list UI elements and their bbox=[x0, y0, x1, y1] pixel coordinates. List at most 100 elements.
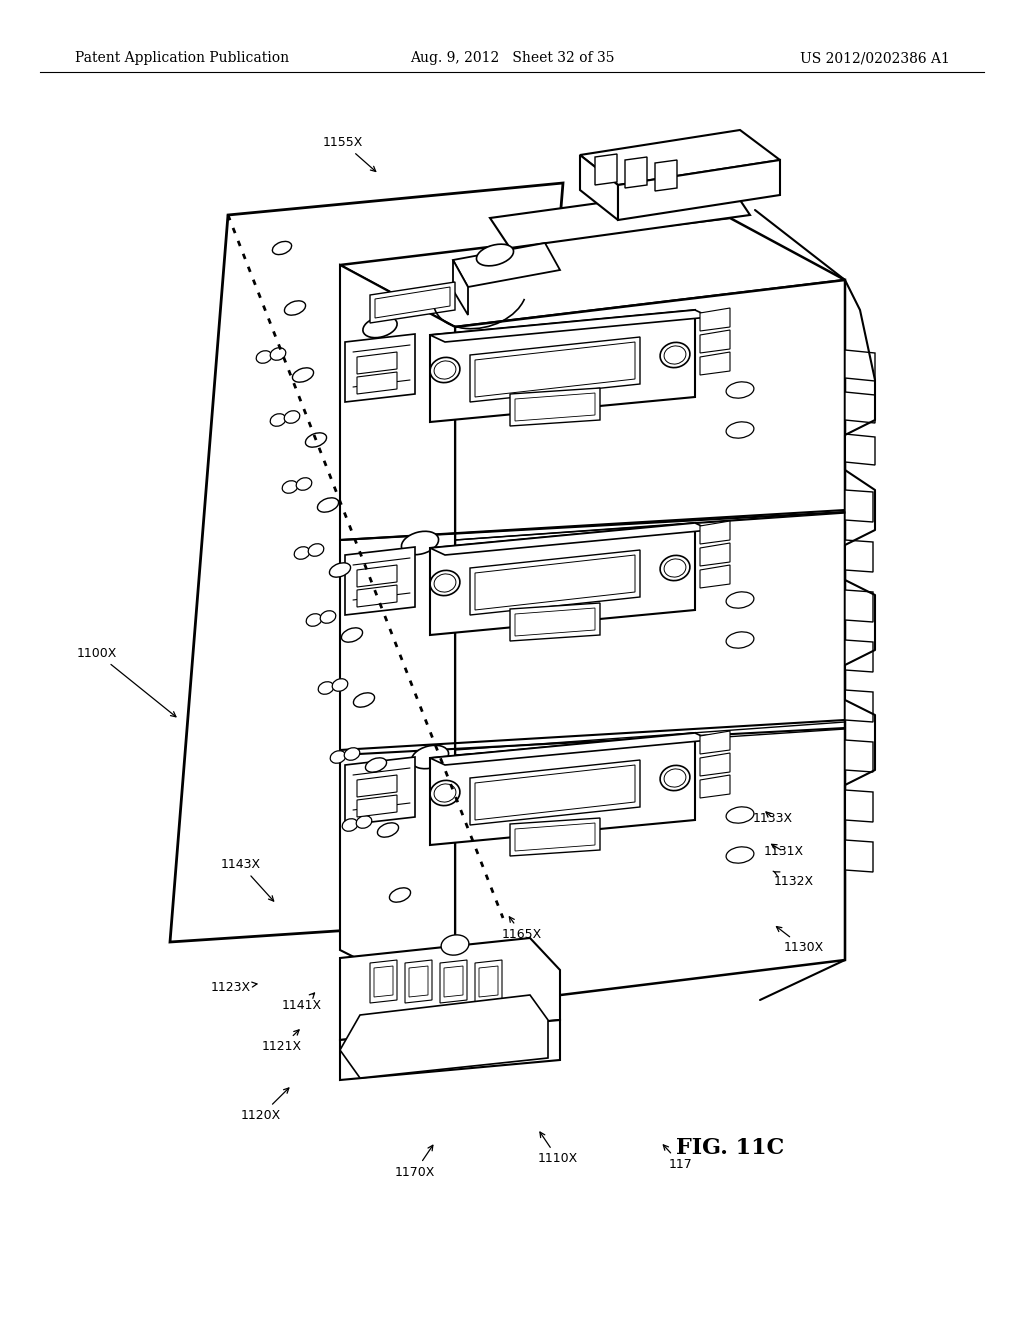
Polygon shape bbox=[453, 260, 468, 315]
Ellipse shape bbox=[285, 301, 305, 315]
Ellipse shape bbox=[318, 681, 334, 694]
Ellipse shape bbox=[332, 678, 348, 692]
Polygon shape bbox=[845, 350, 874, 381]
Polygon shape bbox=[475, 342, 635, 397]
Ellipse shape bbox=[726, 847, 754, 863]
Ellipse shape bbox=[305, 433, 327, 447]
Polygon shape bbox=[470, 337, 640, 403]
Polygon shape bbox=[700, 775, 730, 799]
Text: 1130X: 1130X bbox=[776, 927, 824, 954]
Ellipse shape bbox=[665, 558, 686, 577]
Ellipse shape bbox=[321, 611, 336, 623]
Ellipse shape bbox=[434, 574, 456, 593]
Ellipse shape bbox=[317, 498, 339, 512]
Polygon shape bbox=[340, 265, 455, 1008]
Ellipse shape bbox=[283, 480, 298, 494]
Text: 1143X: 1143X bbox=[220, 858, 273, 902]
Ellipse shape bbox=[441, 935, 469, 956]
Polygon shape bbox=[845, 789, 873, 822]
Polygon shape bbox=[490, 185, 750, 248]
Polygon shape bbox=[700, 330, 730, 352]
Ellipse shape bbox=[356, 816, 372, 828]
Polygon shape bbox=[700, 352, 730, 375]
Polygon shape bbox=[845, 690, 873, 722]
Ellipse shape bbox=[362, 317, 397, 338]
Polygon shape bbox=[340, 1020, 560, 1080]
Text: US 2012/0202386 A1: US 2012/0202386 A1 bbox=[800, 51, 950, 65]
Ellipse shape bbox=[726, 381, 754, 399]
Polygon shape bbox=[430, 733, 710, 766]
Polygon shape bbox=[430, 310, 695, 422]
Ellipse shape bbox=[330, 751, 346, 763]
Polygon shape bbox=[357, 372, 397, 393]
Ellipse shape bbox=[412, 746, 449, 768]
Ellipse shape bbox=[294, 546, 310, 560]
Polygon shape bbox=[430, 310, 710, 342]
Ellipse shape bbox=[366, 758, 387, 772]
Polygon shape bbox=[475, 766, 635, 820]
Ellipse shape bbox=[256, 351, 271, 363]
Polygon shape bbox=[845, 840, 873, 873]
Ellipse shape bbox=[430, 358, 460, 383]
Text: 1165X: 1165X bbox=[502, 917, 543, 941]
Polygon shape bbox=[700, 752, 730, 776]
Polygon shape bbox=[475, 554, 635, 610]
Ellipse shape bbox=[285, 411, 300, 424]
Ellipse shape bbox=[434, 784, 456, 803]
Text: 1100X: 1100X bbox=[77, 647, 176, 717]
Polygon shape bbox=[357, 775, 397, 797]
Ellipse shape bbox=[660, 342, 690, 367]
Ellipse shape bbox=[726, 422, 754, 438]
Polygon shape bbox=[455, 280, 845, 1008]
Text: 1110X: 1110X bbox=[538, 1133, 579, 1166]
Polygon shape bbox=[345, 546, 415, 615]
Polygon shape bbox=[430, 733, 695, 845]
Polygon shape bbox=[700, 521, 730, 544]
Text: Aug. 9, 2012   Sheet 32 of 35: Aug. 9, 2012 Sheet 32 of 35 bbox=[410, 51, 614, 65]
Polygon shape bbox=[170, 183, 563, 942]
Polygon shape bbox=[510, 818, 600, 855]
Ellipse shape bbox=[660, 556, 690, 581]
Polygon shape bbox=[515, 393, 595, 421]
Polygon shape bbox=[515, 822, 595, 851]
Polygon shape bbox=[370, 960, 397, 1003]
Ellipse shape bbox=[430, 780, 460, 805]
Polygon shape bbox=[845, 741, 873, 772]
Polygon shape bbox=[430, 523, 710, 554]
Text: 1133X: 1133X bbox=[753, 812, 794, 825]
Polygon shape bbox=[700, 543, 730, 566]
Polygon shape bbox=[479, 966, 498, 997]
Ellipse shape bbox=[434, 360, 456, 379]
Polygon shape bbox=[580, 154, 618, 220]
Polygon shape bbox=[700, 731, 730, 754]
Text: 1123X: 1123X bbox=[210, 981, 257, 994]
Text: 1131X: 1131X bbox=[763, 845, 804, 858]
Text: 1121X: 1121X bbox=[261, 1030, 302, 1053]
Polygon shape bbox=[453, 243, 560, 286]
Polygon shape bbox=[375, 286, 450, 318]
Polygon shape bbox=[340, 218, 845, 327]
Polygon shape bbox=[510, 388, 600, 426]
Polygon shape bbox=[357, 795, 397, 817]
Polygon shape bbox=[625, 157, 647, 187]
Polygon shape bbox=[845, 540, 873, 572]
Ellipse shape bbox=[296, 478, 311, 490]
Text: Patent Application Publication: Patent Application Publication bbox=[75, 51, 289, 65]
Ellipse shape bbox=[308, 544, 324, 556]
Ellipse shape bbox=[270, 413, 286, 426]
Ellipse shape bbox=[270, 347, 286, 360]
Polygon shape bbox=[345, 756, 415, 825]
Polygon shape bbox=[475, 960, 502, 1003]
Ellipse shape bbox=[476, 244, 513, 265]
Ellipse shape bbox=[353, 693, 375, 708]
Text: 1132X: 1132X bbox=[773, 871, 814, 888]
Polygon shape bbox=[374, 966, 393, 997]
Polygon shape bbox=[444, 966, 463, 997]
Ellipse shape bbox=[660, 766, 690, 791]
Polygon shape bbox=[510, 603, 600, 642]
Polygon shape bbox=[430, 523, 695, 635]
Text: 1170X: 1170X bbox=[394, 1146, 435, 1179]
Ellipse shape bbox=[726, 591, 754, 609]
Ellipse shape bbox=[389, 888, 411, 902]
Ellipse shape bbox=[726, 807, 754, 824]
